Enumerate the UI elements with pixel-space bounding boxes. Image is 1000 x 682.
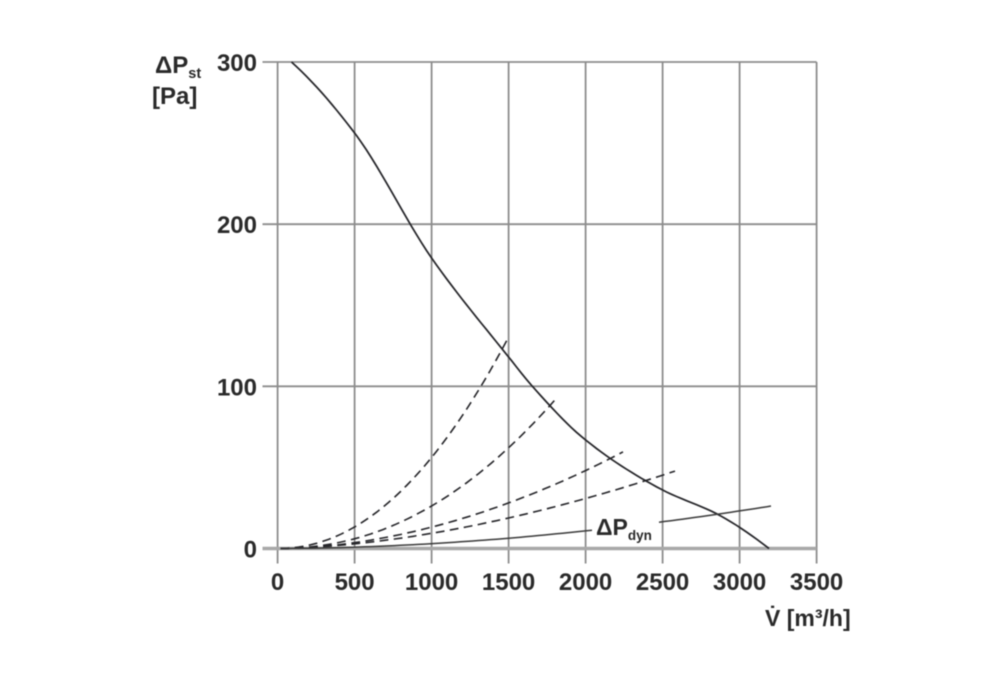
- svg-text:0: 0: [271, 569, 284, 596]
- svg-text:2500: 2500: [636, 569, 689, 596]
- svg-text:500: 500: [335, 569, 375, 596]
- svg-text:0: 0: [244, 537, 257, 564]
- svg-text:1000: 1000: [405, 569, 458, 596]
- svg-text:200: 200: [217, 212, 257, 239]
- svg-text:ΔPst: ΔPst: [155, 52, 201, 82]
- svg-text:V̇ [m³/h]: V̇ [m³/h]: [765, 605, 851, 631]
- svg-text:2000: 2000: [559, 569, 612, 596]
- svg-text:1500: 1500: [482, 569, 535, 596]
- svg-text:100: 100: [217, 374, 257, 401]
- svg-text:3500: 3500: [790, 569, 843, 596]
- svg-text:300: 300: [217, 50, 257, 77]
- svg-text:[Pa]: [Pa]: [152, 83, 197, 110]
- svg-text:3000: 3000: [713, 569, 766, 596]
- svg-text:ΔPdyn: ΔPdyn: [596, 514, 652, 543]
